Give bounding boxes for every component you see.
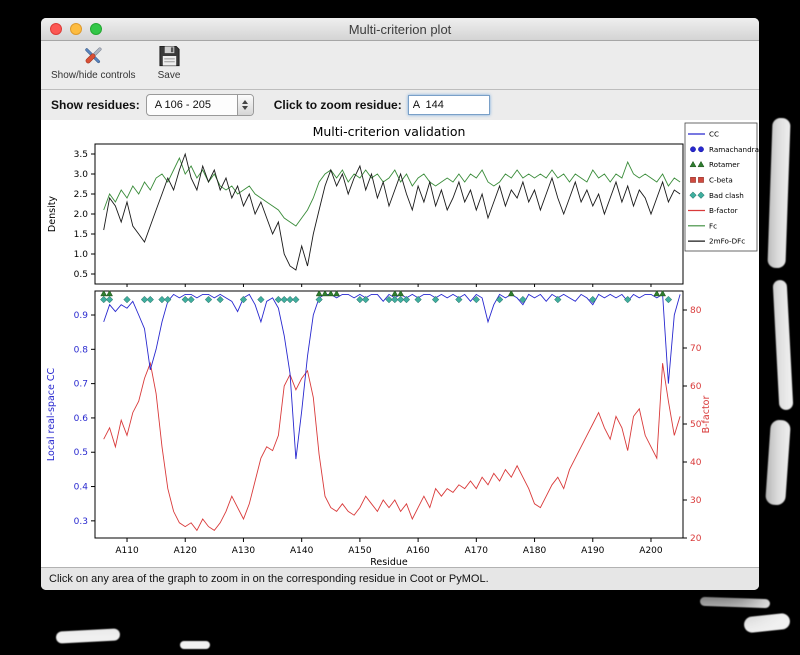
multi-criterion-plot-canvas[interactable]: Multi-criterion validation 0.5 1.0 1.5 2.0 2.… — [41, 120, 759, 569]
svg-text:0.4: 0.4 — [74, 483, 89, 493]
svg-text:B-factor: B-factor — [701, 396, 712, 434]
svg-text:0.9: 0.9 — [74, 311, 89, 321]
screen-artifact — [767, 117, 791, 269]
minimize-button[interactable] — [70, 23, 82, 35]
svg-text:20: 20 — [690, 534, 702, 544]
svg-text:B-factor: B-factor — [709, 206, 738, 215]
save-icon — [158, 43, 181, 69]
zoom-residue-input[interactable] — [407, 95, 490, 115]
screen-artifact — [699, 596, 771, 609]
svg-text:0.8: 0.8 — [74, 345, 89, 355]
svg-text:0.6: 0.6 — [74, 414, 89, 424]
svg-text:Multi-criterion validation: Multi-criterion validation — [313, 124, 466, 139]
traffic-lights — [50, 23, 102, 35]
svg-text:Ramachandran: Ramachandran — [709, 145, 759, 154]
stepper-icon — [236, 95, 253, 115]
svg-text:50: 50 — [690, 420, 702, 430]
svg-text:Bad clash: Bad clash — [709, 191, 744, 200]
svg-text:3.5: 3.5 — [74, 150, 88, 160]
svg-text:1.5: 1.5 — [74, 230, 88, 240]
zoom-residue-label: Click to zoom residue: — [273, 98, 402, 112]
window: Multi-criterion plot Show/hide controls — [41, 18, 759, 590]
svg-text:A150: A150 — [348, 546, 372, 556]
svg-text:Residue: Residue — [370, 557, 408, 568]
svg-text:A110: A110 — [115, 546, 139, 556]
svg-text:A120: A120 — [174, 546, 198, 556]
show-hide-controls-button[interactable]: Show/hide controls — [51, 43, 136, 81]
svg-text:A160: A160 — [406, 546, 430, 556]
svg-text:1.0: 1.0 — [74, 250, 89, 260]
svg-text:Local real-space CC: Local real-space CC — [46, 368, 57, 462]
screen-artifact — [180, 641, 210, 649]
svg-text:A130: A130 — [232, 546, 256, 556]
svg-text:A200: A200 — [639, 546, 663, 556]
close-button[interactable] — [50, 23, 62, 35]
svg-text:A180: A180 — [523, 546, 547, 556]
svg-text:C-beta: C-beta — [709, 176, 733, 185]
svg-text:0.5: 0.5 — [74, 270, 88, 280]
svg-text:30: 30 — [690, 496, 702, 506]
svg-text:0.5: 0.5 — [74, 448, 88, 458]
svg-text:Rotamer: Rotamer — [709, 160, 740, 169]
show-residues-label: Show residues: — [51, 98, 140, 112]
save-button[interactable]: Save — [158, 43, 181, 81]
plot-figure[interactable]: Multi-criterion validation 0.5 1.0 1.5 2.0 2.… — [41, 120, 759, 569]
residue-range-select[interactable]: A 106 - 205 — [145, 94, 254, 116]
svg-text:40: 40 — [690, 458, 702, 468]
svg-text:3.0: 3.0 — [74, 170, 89, 180]
screen-artifact — [55, 628, 121, 644]
svg-text:0.7: 0.7 — [74, 380, 88, 390]
svg-text:A190: A190 — [581, 546, 605, 556]
svg-text:60: 60 — [690, 382, 702, 392]
show-hide-controls-label: Show/hide controls — [51, 70, 136, 81]
tools-icon — [80, 43, 106, 69]
screen-artifact — [765, 419, 791, 506]
svg-text:Fc: Fc — [709, 221, 717, 230]
status-bar: Click on any area of the graph to zoom i… — [41, 567, 759, 590]
residue-range-value: A 106 - 205 — [154, 99, 211, 111]
screen-artifact — [772, 279, 794, 411]
svg-text:A140: A140 — [290, 546, 314, 556]
toolbar: Show/hide controls Save — [41, 41, 759, 90]
zoom-window-button[interactable] — [90, 23, 102, 35]
screen-artifact — [743, 612, 791, 634]
svg-text:2.5: 2.5 — [74, 190, 88, 200]
titlebar[interactable]: Multi-criterion plot — [41, 18, 759, 41]
save-label: Save — [157, 70, 181, 81]
svg-text:0.3: 0.3 — [74, 517, 88, 527]
svg-text:2mFo-DFc: 2mFo-DFc — [709, 237, 745, 246]
svg-text:80: 80 — [690, 306, 702, 316]
svg-text:Density: Density — [47, 196, 58, 232]
svg-text:A170: A170 — [465, 546, 489, 556]
svg-text:2.0: 2.0 — [74, 210, 89, 220]
controls-bar: Show residues: A 106 - 205 Click to zoom… — [41, 90, 759, 120]
window-title: Multi-criterion plot — [348, 21, 452, 37]
status-text: Click on any area of the graph to zoom i… — [49, 573, 489, 585]
svg-text:70: 70 — [690, 344, 702, 354]
svg-text:CC: CC — [709, 130, 719, 139]
